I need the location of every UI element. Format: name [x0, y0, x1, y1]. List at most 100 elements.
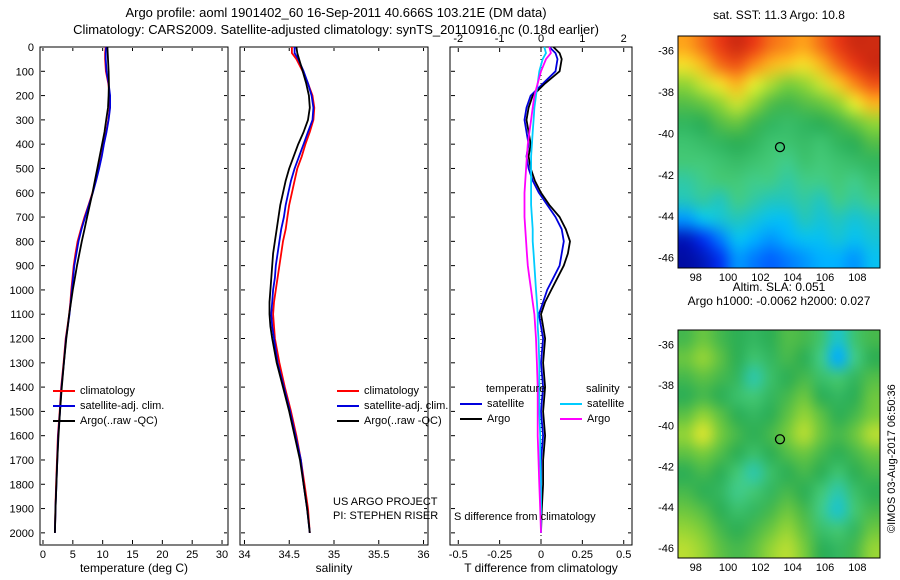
sla-map-title-line1: Altim. SLA: 0.051: [732, 280, 826, 294]
sdiff-legend: salinity satellite Argo: [560, 382, 624, 427]
imos-watermark: ©IMOS 03-Aug-2017 06:50:36: [886, 384, 898, 533]
legend-item-satellite-clim: satellite-adj. clim.: [53, 399, 164, 414]
sla-map-lat-tick-label: -36: [658, 339, 674, 351]
s-argo-line-swatch: [560, 418, 582, 421]
temperature-profile-y-tick-label: 100: [16, 66, 34, 78]
temperature-profile-y-tick-label: 1700: [10, 455, 34, 467]
sst-map-lat-tick-label: -36: [658, 46, 674, 58]
sla-map-lon-tick-label: 104: [784, 562, 802, 574]
legend-label: satellite-adj. clim.: [80, 400, 165, 412]
temperature-profile-y-tick-label: 500: [16, 163, 34, 175]
temperature-profile-y-tick-label: 1500: [10, 406, 34, 418]
temperature-profile-y-tick-label: 400: [16, 139, 34, 151]
salinity-profile-frame: [239, 46, 429, 546]
legend-header-salinity: salinity: [586, 383, 620, 395]
temperature-profile-x-tick-label: 25: [186, 549, 198, 561]
s-diff-satellite-line: [530, 46, 547, 533]
legend-label: satellite-adj. clim.: [364, 400, 449, 412]
temperature-profile-x-tick-label: 20: [156, 549, 168, 561]
legend-item-t-argo: Argo: [460, 412, 545, 427]
legend-item-t-satellite: satellite: [460, 397, 545, 412]
sla-map-lon-tick-label: 100: [719, 562, 737, 574]
salinity-profile-x-tick-label: 34: [238, 549, 250, 561]
sla-map-title-line2: Argo h1000: -0.0062 h2000: 0.027: [687, 294, 871, 308]
temperature-profile-y-tick-label: 1200: [10, 334, 34, 346]
legend-label: Argo: [487, 413, 511, 425]
sla-map-lat-tick-label: -44: [658, 502, 674, 514]
temperature-profile-x-tick-label: 15: [126, 549, 138, 561]
climatology-line-swatch: [53, 390, 75, 393]
tdiff-legend: temperature satellite Argo: [460, 382, 545, 427]
legend-item-s-satellite: satellite: [560, 397, 624, 412]
salinity-axis-label: salinity: [315, 561, 353, 575]
t-diff-Argo-line: [525, 46, 571, 533]
sst-map-lat-tick-label: -42: [658, 170, 674, 182]
project-annotation-line1: US ARGO PROJECT: [333, 496, 438, 508]
temperature-profile-y-tick-label: 200: [16, 91, 34, 103]
salinity-profile-x-tick-label: 35: [328, 549, 340, 561]
satellite-adj. clim.-line: [270, 47, 315, 533]
legend-item-climatology: climatology: [53, 384, 164, 399]
temperature-profile-y-tick-label: 1100: [10, 309, 34, 321]
tdiff-axis-label: T difference from climatology: [464, 561, 618, 575]
climatology-difference-bottom-tick-label: -0.25: [487, 549, 512, 561]
Argo(..raw -QC)-line: [268, 46, 311, 533]
temperature-profile-x-tick-label: 5: [70, 549, 76, 561]
temperature-profile-y-tick-label: 1000: [10, 285, 34, 297]
t-diff-satellite-line: [523, 46, 565, 533]
legend-label: climatology: [364, 385, 420, 397]
sla-map-lat-tick-label: -46: [658, 543, 674, 555]
legend-item-argo: Argo(..raw -QC): [53, 414, 164, 429]
temperature-profile-y-tick-label: 600: [16, 188, 34, 200]
legend-label: satellite: [587, 398, 625, 410]
temperature-profile-y-tick-label: 2000: [10, 528, 34, 540]
sla-map-lat-tick-label: -40: [658, 421, 674, 433]
temperature-profile-x-tick-label: 10: [97, 549, 109, 561]
temperature-profile-y-tick-label: 300: [16, 115, 34, 127]
sla-map-lon-tick-label: 106: [816, 562, 834, 574]
temperature-profile-x-tick-label: 0: [40, 549, 46, 561]
legend-item-climatology: climatology: [337, 384, 448, 399]
temperature-profile-y-tick-label: 1300: [10, 358, 34, 370]
sst-map-lat-tick-label: -46: [658, 253, 674, 265]
legend-label: satellite: [487, 398, 525, 410]
argo-line-swatch: [53, 420, 75, 423]
project-annotation: US ARGO PROJECT PI: STEPHEN RISER: [333, 495, 438, 523]
climatology-line: [272, 47, 316, 533]
figure-title-line1: Argo profile: aoml 1901402_60 16-Sep-201…: [125, 5, 547, 20]
temperature-profile-y-tick-label: 1800: [10, 479, 34, 491]
temperature-profile-y-tick-label: 900: [16, 261, 34, 273]
temperature-profile-y-tick-label: 1400: [10, 382, 34, 394]
legend-item-argo: Argo(..raw -QC): [337, 414, 448, 429]
project-annotation-line2: PI: STEPHEN RISER: [333, 510, 439, 522]
Argo(..raw -QC)-line: [54, 46, 110, 533]
sst-map-lat-tick-label: -38: [658, 87, 674, 99]
satellite-clim-line-swatch: [53, 405, 75, 408]
sla-map-lon-tick-label: 108: [848, 562, 866, 574]
legend-label: Argo(..raw -QC): [80, 415, 158, 427]
temperature-profile-y-tick-label: 1900: [10, 504, 34, 516]
sla-map-lon-tick-label: 102: [751, 562, 769, 574]
sla-map-lat-tick-label: -42: [658, 461, 674, 473]
satellite-clim-line-swatch: [337, 405, 359, 408]
sla-map-lon-tick-label: 98: [690, 562, 702, 574]
climatology-difference-bottom-tick-label: 0.25: [572, 549, 593, 561]
temperature-legend: climatology satellite-adj. clim. Argo(..…: [53, 384, 164, 429]
climatology-line-swatch: [337, 390, 359, 393]
legend-label: Argo(..raw -QC): [364, 415, 442, 427]
temperature-profile-y-tick-label: 1600: [10, 431, 34, 443]
climatology-difference-frame: [449, 46, 633, 546]
legend-header-temperature: temperature: [486, 383, 546, 395]
s-satellite-line-swatch: [560, 403, 582, 406]
legend-item-s-argo: Argo: [560, 412, 624, 427]
climatology-difference-bottom-tick-label: 0: [538, 549, 544, 561]
satellite-adj. clim.-line: [54, 46, 111, 533]
legend-label: climatology: [80, 385, 136, 397]
sla-map-image: [678, 330, 880, 558]
temperature-profile-y-tick-label: 800: [16, 236, 34, 248]
climatology-line: [54, 46, 111, 533]
temperature-profile-y-tick-label: 700: [16, 212, 34, 224]
sst-map-lat-tick-label: -40: [658, 128, 674, 140]
sst-map-lat-tick-label: -44: [658, 211, 674, 223]
s-diff-Argo-line: [523, 46, 552, 533]
